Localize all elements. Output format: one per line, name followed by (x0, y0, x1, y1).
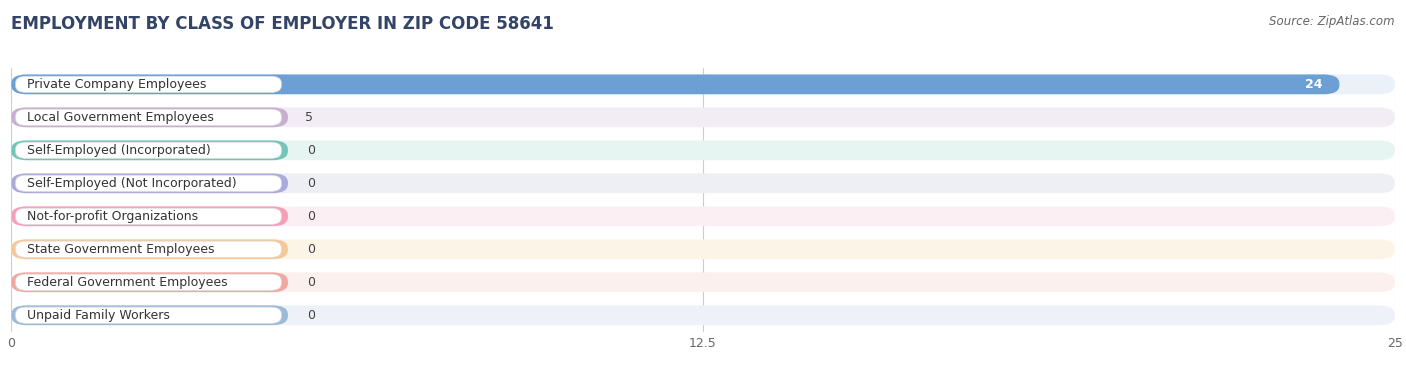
FancyBboxPatch shape (11, 173, 1395, 193)
FancyBboxPatch shape (11, 239, 1395, 259)
FancyBboxPatch shape (11, 273, 288, 292)
Text: Unpaid Family Workers: Unpaid Family Workers (27, 309, 170, 322)
Text: Not-for-profit Organizations: Not-for-profit Organizations (27, 210, 198, 223)
Text: 0: 0 (308, 177, 315, 190)
FancyBboxPatch shape (11, 107, 1395, 127)
Text: 0: 0 (308, 276, 315, 289)
Text: Federal Government Employees: Federal Government Employees (27, 276, 228, 289)
FancyBboxPatch shape (11, 305, 288, 325)
Text: 0: 0 (308, 309, 315, 322)
FancyBboxPatch shape (11, 273, 1395, 292)
FancyBboxPatch shape (15, 175, 281, 192)
FancyBboxPatch shape (15, 274, 281, 290)
Text: 24: 24 (1305, 78, 1323, 91)
FancyBboxPatch shape (15, 109, 281, 126)
FancyBboxPatch shape (11, 107, 288, 127)
FancyBboxPatch shape (11, 75, 1395, 94)
Text: Local Government Employees: Local Government Employees (27, 111, 214, 124)
FancyBboxPatch shape (11, 239, 288, 259)
FancyBboxPatch shape (11, 207, 1395, 226)
Text: 0: 0 (308, 210, 315, 223)
FancyBboxPatch shape (15, 76, 281, 92)
Text: Source: ZipAtlas.com: Source: ZipAtlas.com (1270, 15, 1395, 28)
FancyBboxPatch shape (11, 75, 1340, 94)
FancyBboxPatch shape (15, 307, 281, 323)
FancyBboxPatch shape (11, 141, 1395, 160)
FancyBboxPatch shape (11, 141, 288, 160)
FancyBboxPatch shape (11, 305, 1395, 325)
FancyBboxPatch shape (11, 207, 288, 226)
Text: EMPLOYMENT BY CLASS OF EMPLOYER IN ZIP CODE 58641: EMPLOYMENT BY CLASS OF EMPLOYER IN ZIP C… (11, 15, 554, 33)
FancyBboxPatch shape (15, 142, 281, 158)
FancyBboxPatch shape (15, 241, 281, 257)
FancyBboxPatch shape (15, 208, 281, 224)
FancyBboxPatch shape (11, 173, 288, 193)
Text: 5: 5 (305, 111, 312, 124)
Text: 0: 0 (308, 144, 315, 157)
Text: 0: 0 (308, 243, 315, 256)
Text: State Government Employees: State Government Employees (27, 243, 214, 256)
Text: Self-Employed (Not Incorporated): Self-Employed (Not Incorporated) (27, 177, 236, 190)
Text: Self-Employed (Incorporated): Self-Employed (Incorporated) (27, 144, 211, 157)
Text: Private Company Employees: Private Company Employees (27, 78, 207, 91)
